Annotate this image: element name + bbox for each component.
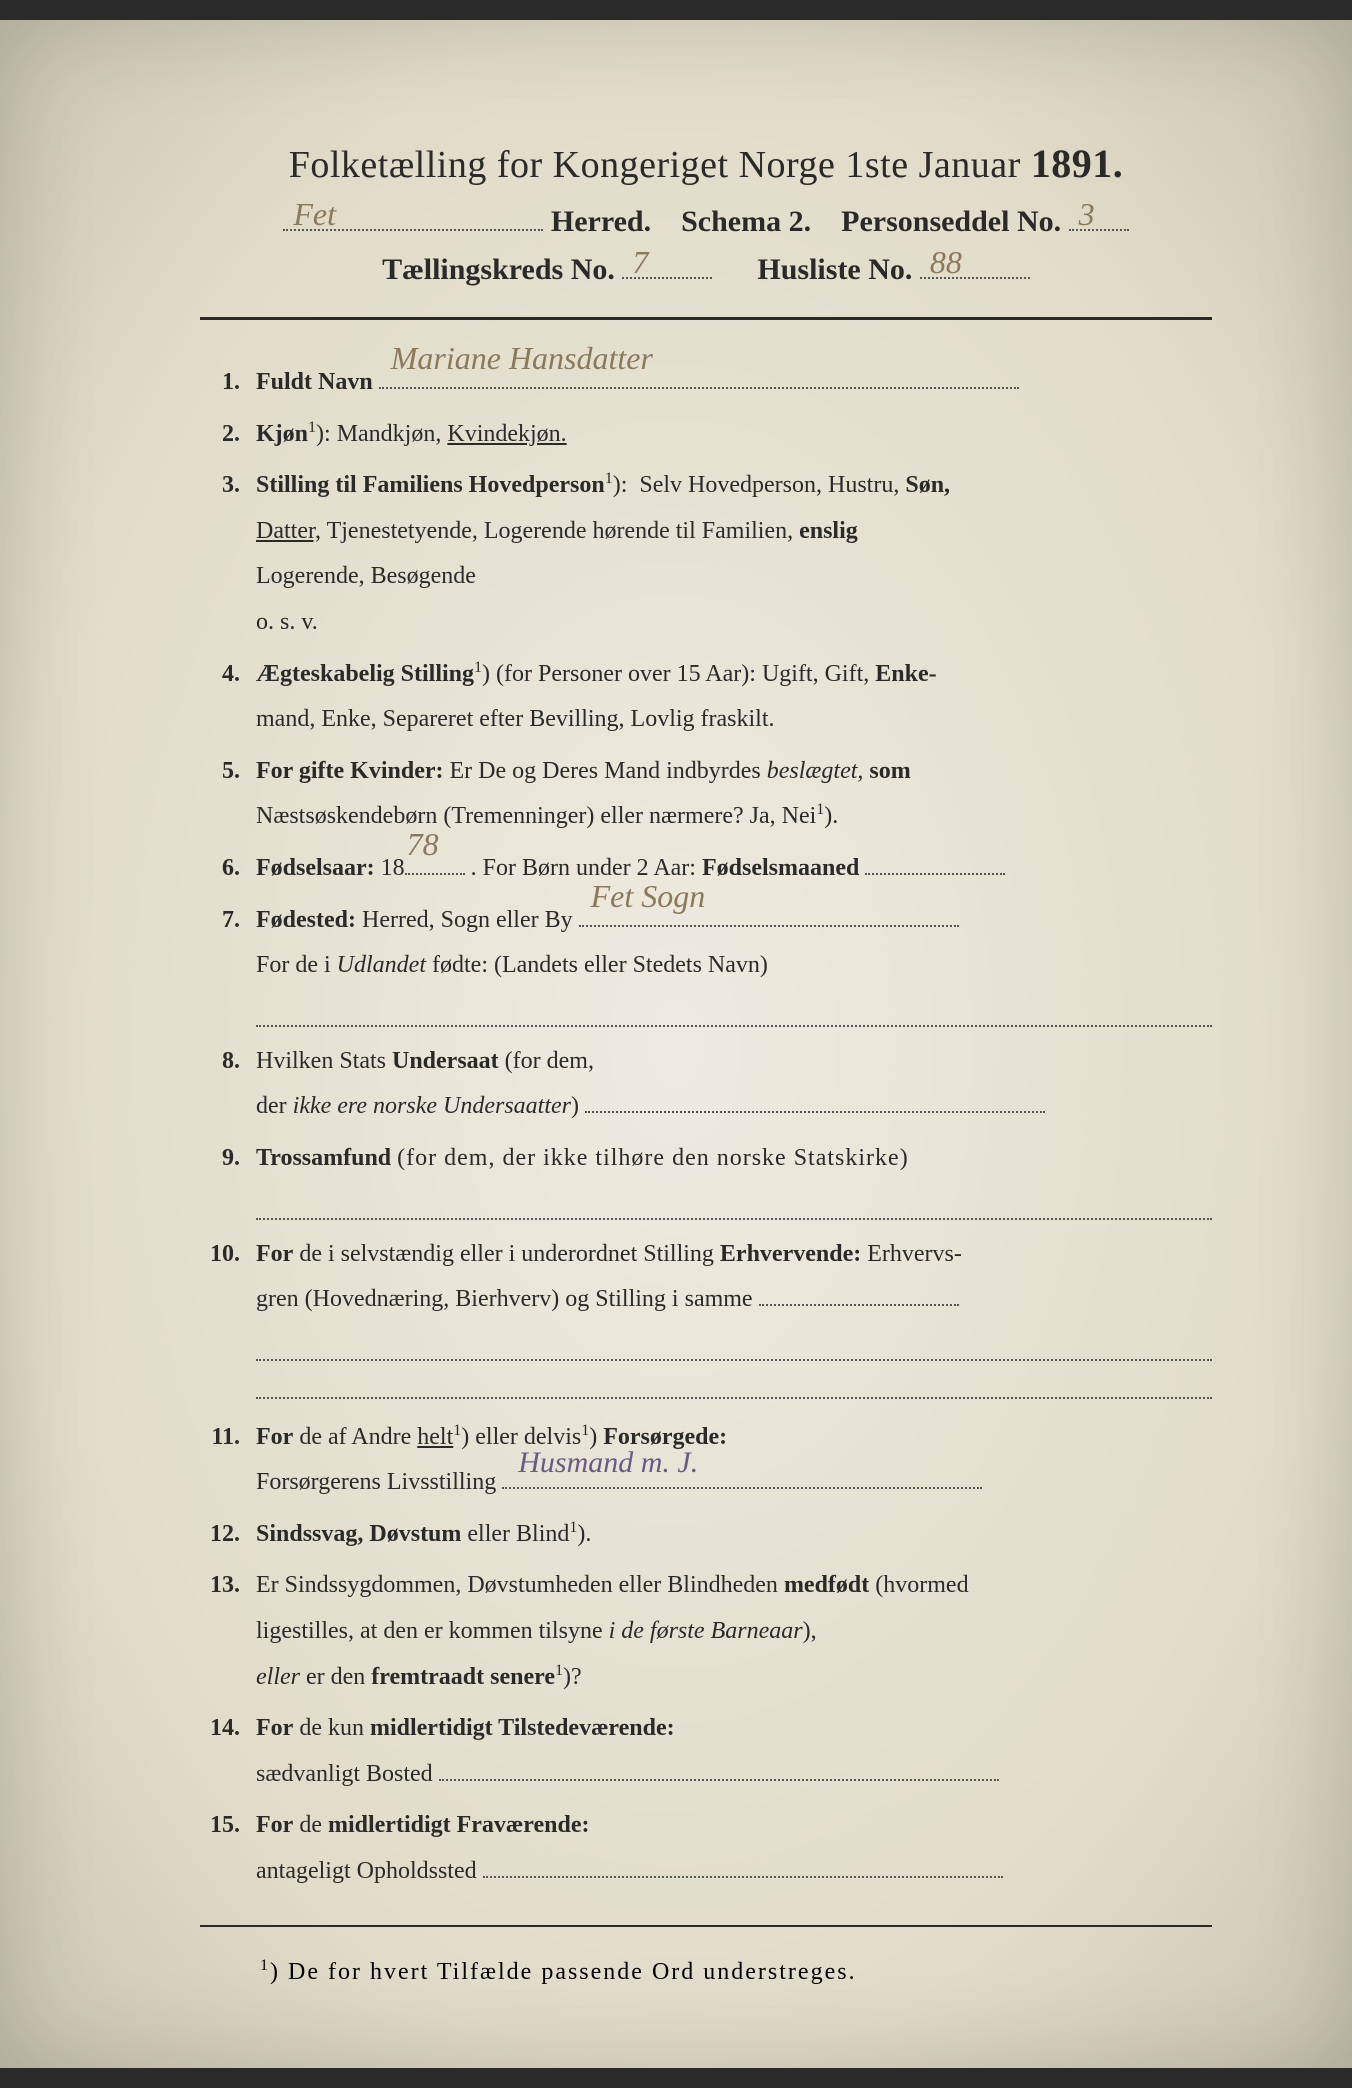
field-num: 2. (200, 412, 256, 458)
birth-year: 78 (407, 814, 439, 875)
field-15: 15. For de midlertidigt Fraværende: anta… (200, 1803, 1212, 1894)
schema-label: Schema 2. (681, 205, 811, 238)
field-label: Fødested: (256, 907, 356, 933)
personseddel-no: 3 (1079, 196, 1095, 233)
field-num: 12. (200, 1512, 256, 1558)
title-line-2: Fet Herred. Schema 2. Personseddel No. 3 (200, 205, 1212, 239)
field-num: 9. (200, 1136, 256, 1182)
form-body: 1. Fuldt Navn Mariane Hansdatter 2. Kjøn… (200, 360, 1212, 1895)
field-label: For (256, 1715, 293, 1741)
field-num: 5. (200, 749, 256, 840)
field-label: Fuldt Navn (256, 369, 373, 395)
title-line-1: Folketælling for Kongeriget Norge 1ste J… (200, 140, 1212, 187)
field-num: 6. (200, 846, 256, 892)
fuldt-navn-value: Mariane Hansdatter (391, 328, 653, 389)
field-8: 8. Hvilken Stats Undersaat (for dem, der… (200, 1039, 1212, 1130)
field-num: 4. (200, 652, 256, 743)
field-1: 1. Fuldt Navn Mariane Hansdatter (200, 360, 1212, 406)
field-label: For (256, 1241, 293, 1267)
personseddel-label: Personseddel No. (841, 205, 1061, 238)
field-num: 14. (200, 1706, 256, 1797)
blank-line (256, 1192, 1212, 1220)
field-14: 14. For de kun midlertidigt Tilstedevære… (200, 1706, 1212, 1797)
field-num: 1. (200, 360, 256, 406)
field-num: 3. (200, 463, 256, 645)
forsorger-value: Husmand m. J. (518, 1434, 698, 1491)
field-3: 3. Stilling til Familiens Hovedperson1):… (200, 463, 1212, 645)
field-label: For gifte Kvinder: (256, 758, 444, 784)
blank-line (256, 999, 1212, 1027)
field-label: For (256, 1424, 293, 1450)
field-4: 4. Ægteskabelig Stilling1) (for Personer… (200, 652, 1212, 743)
field-12: 12. Sindssvag, Døvstum eller Blind1). (200, 1512, 1212, 1558)
field-num: 7. (200, 898, 256, 989)
birthplace-value: Fet Sogn (591, 866, 706, 927)
field-2: 2. Kjøn1): Mandkjøn, Kvindekjøn. (200, 412, 1212, 458)
title-year: 1891. (1031, 141, 1124, 186)
stilling-selected: Datter, (256, 518, 321, 544)
field-label: Fødselsaar: (256, 855, 375, 881)
field-label: Trossamfund (256, 1145, 391, 1171)
field-11: 11. For de af Andre helt1) eller delvis1… (200, 1415, 1212, 1506)
field-9: 9. Trossamfund (for dem, der ikke tilhør… (200, 1136, 1212, 1182)
field-num: 15. (200, 1803, 256, 1894)
field-label: For (256, 1812, 293, 1838)
title-line-3: Tællingskreds No. 7 Husliste No. 88 (200, 253, 1212, 287)
field-13: 13. Er Sindssygdommen, Døvstumheden elle… (200, 1563, 1212, 1700)
kjon-selected: Kvindekjøn. (447, 421, 566, 447)
husliste-label: Husliste No. (757, 253, 912, 286)
field-num: 8. (200, 1039, 256, 1130)
field-num: 10. (200, 1232, 256, 1323)
blank-line (256, 1371, 1212, 1399)
field-7: 7. Fødested: Herred, Sogn eller By Fet S… (200, 898, 1212, 989)
kjon-options: Mandkjøn, (337, 421, 448, 447)
divider-bottom (200, 1925, 1212, 1927)
field-num: 13. (200, 1563, 256, 1700)
footnote: 1) De for hvert Tilfælde passende Ord un… (260, 1957, 1212, 1986)
field-label: Sindssvag, Døvstum (256, 1521, 461, 1547)
field-label: Ægteskabelig Stilling (256, 661, 474, 687)
field-label: Stilling til Familiens Hovedperson (256, 472, 605, 498)
blank-line (256, 1333, 1212, 1361)
husliste-no: 88 (930, 244, 962, 281)
kreds-no: 7 (632, 244, 648, 281)
field-6: 6. Fødselsaar: 1878 . For Børn under 2 A… (200, 846, 1212, 892)
kreds-label: Tællingskreds No. (382, 253, 615, 286)
field-10: 10. For de i selvstændig eller i underor… (200, 1232, 1212, 1323)
herred-label: Herred. (551, 205, 651, 238)
divider-top (200, 317, 1212, 320)
title-main: Folketælling for Kongeriget Norge 1ste J… (289, 144, 1021, 186)
census-form-page: Folketælling for Kongeriget Norge 1ste J… (0, 20, 1352, 2068)
field-5: 5. For gifte Kvinder: Er De og Deres Man… (200, 749, 1212, 840)
herred-handwritten: Fet (293, 196, 336, 233)
field-num: 11. (200, 1415, 256, 1506)
field-label: Kjøn (256, 421, 308, 447)
